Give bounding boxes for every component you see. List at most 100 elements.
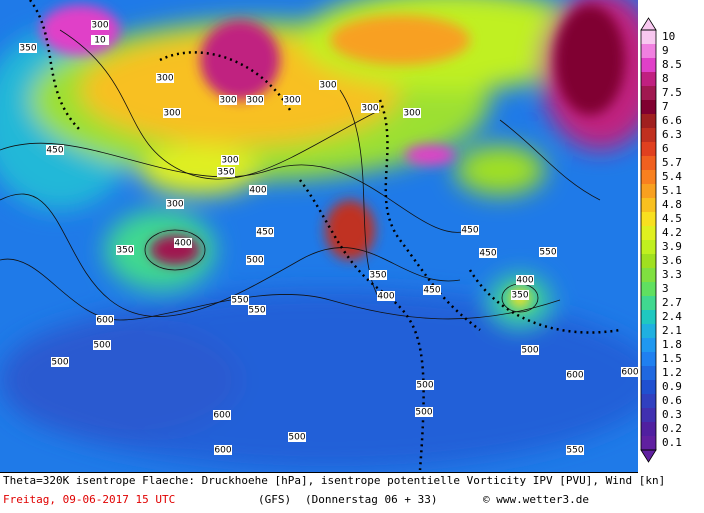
colorbar-tick-label: 7.5 bbox=[662, 86, 682, 99]
colorbar-cell bbox=[641, 114, 656, 129]
colorbar-tick-label: 3.6 bbox=[662, 254, 682, 267]
contour-label-bg bbox=[19, 43, 37, 53]
contour-label: 500 bbox=[93, 341, 110, 351]
contour-label-bg bbox=[416, 380, 434, 390]
contour-label: 350 bbox=[217, 168, 234, 178]
contour-label-bg bbox=[213, 410, 231, 420]
colorbar-tick-label: 2.4 bbox=[662, 310, 682, 323]
colorbar-cell bbox=[641, 324, 656, 339]
colorbar-tick-label: 0.1 bbox=[662, 436, 682, 449]
colorbar-cell bbox=[641, 212, 656, 227]
colorbar-tick-label: 5.4 bbox=[662, 170, 682, 183]
footer-date: Freitag, 09-06-2017 15 UTC bbox=[3, 493, 175, 506]
colorbar-tick-label: 6 bbox=[662, 142, 669, 155]
contour-label-bg bbox=[403, 108, 421, 118]
contour-labels: 300 10 350 300 300 300 300 300 300 300 300 450 300 40… bbox=[19, 20, 639, 456]
contour-label: 300 bbox=[283, 96, 300, 106]
colorbar-cell bbox=[641, 436, 656, 451]
contour-label-bg bbox=[521, 345, 539, 355]
colorbar-tick-label: 2.7 bbox=[662, 296, 682, 309]
contour-label-bg bbox=[361, 103, 379, 113]
contour-label: 350 bbox=[369, 271, 386, 281]
colorbar-tick-label: 10 bbox=[662, 30, 675, 43]
contour-label: 300 bbox=[246, 96, 263, 106]
contour-label: 550 bbox=[566, 446, 583, 456]
contour-label: 300 bbox=[166, 200, 183, 210]
colorbar-cell bbox=[641, 100, 656, 115]
colorbar-tick-label: 7 bbox=[662, 100, 669, 113]
colorbar-cell bbox=[641, 380, 656, 395]
contour-label: 500 bbox=[521, 346, 538, 356]
contour-label-bg bbox=[288, 432, 306, 442]
colorbar-cell bbox=[641, 394, 656, 409]
colorbar-frame bbox=[640, 29, 657, 451]
colorbar-cell bbox=[641, 226, 656, 241]
colorbar-cell bbox=[641, 198, 656, 213]
contour-label-bg bbox=[174, 238, 192, 248]
footer-description: Theta=320K isentrope Flaeche: Druckhoehe… bbox=[3, 474, 665, 487]
contour-label: 450 bbox=[256, 228, 273, 238]
colorbar-tick-label: 0.2 bbox=[662, 422, 682, 435]
contour-label-bg bbox=[415, 407, 433, 417]
map-field bbox=[0, 0, 638, 472]
footer-credit: © www.wetter3.de bbox=[483, 493, 589, 506]
contour-label: 500 bbox=[415, 408, 432, 418]
contour-label: 350 bbox=[116, 246, 133, 256]
contour-label: 500 bbox=[288, 433, 305, 443]
colorbar-tick-label: 4.8 bbox=[662, 198, 682, 211]
contour-label-bg bbox=[246, 95, 264, 105]
colorbar-cell bbox=[641, 282, 656, 297]
colorbar-cell bbox=[641, 408, 656, 423]
contour-label-bg bbox=[93, 340, 111, 350]
contour-label-bg bbox=[51, 357, 69, 367]
colorbar-tick-label: 0.9 bbox=[662, 380, 682, 393]
colorbar-cell bbox=[641, 72, 656, 87]
contour-label-bg bbox=[166, 199, 184, 209]
colorbar-bottom-arrow bbox=[640, 449, 657, 463]
colorbar-tick-label: 1.2 bbox=[662, 366, 682, 379]
colorbar-tick-label: 4.5 bbox=[662, 212, 682, 225]
contour-label: 550 bbox=[231, 296, 248, 306]
footer-run: (Donnerstag 06 + 33) bbox=[305, 493, 437, 506]
colorbar-tick-label: 0.6 bbox=[662, 394, 682, 407]
contour-label-bg bbox=[566, 370, 584, 380]
colorbar-cell bbox=[641, 268, 656, 283]
colorbar-tick-label: 1.8 bbox=[662, 338, 682, 351]
colorbar-tick-label: 6.3 bbox=[662, 128, 682, 141]
colorbar-cell bbox=[641, 352, 656, 367]
contour-label-bg bbox=[156, 73, 174, 83]
contour-label-bg bbox=[319, 80, 337, 90]
contour-label: 300 bbox=[361, 104, 378, 114]
colorbar-cell bbox=[641, 170, 656, 185]
contour-label-bg bbox=[511, 290, 529, 300]
contour-label-bg bbox=[621, 367, 639, 377]
contour-label: 500 bbox=[51, 358, 68, 368]
contour-label: 300 bbox=[319, 81, 336, 91]
contour-label: 400 bbox=[516, 276, 533, 286]
contour-label: 300 bbox=[156, 74, 173, 84]
contour-label: 600 bbox=[566, 371, 583, 381]
contour-label: 550 bbox=[539, 248, 556, 258]
colorbar-cell bbox=[641, 366, 656, 381]
colorbar-tick-label: 9 bbox=[662, 44, 669, 57]
colorbar-tick-label: 3 bbox=[662, 282, 669, 295]
colorbar-cell bbox=[641, 58, 656, 73]
contour-label-bg bbox=[214, 445, 232, 455]
contour-label-bg bbox=[91, 20, 109, 30]
contour-label-bg bbox=[369, 270, 387, 280]
contour-label-bg bbox=[96, 315, 114, 325]
contour-label-bg bbox=[377, 291, 395, 301]
contour-label-bg bbox=[283, 95, 301, 105]
contour-label: 400 bbox=[249, 186, 266, 196]
colorbar-tick-label: 3.3 bbox=[662, 268, 682, 281]
contour-label: 600 bbox=[621, 368, 638, 378]
colorbar-cell bbox=[641, 296, 656, 311]
contour-label: 450 bbox=[46, 146, 63, 156]
contour-label-bg bbox=[249, 185, 267, 195]
colorbar-cell bbox=[641, 30, 656, 45]
contour-label: 600 bbox=[214, 446, 231, 456]
contour-label: 400 bbox=[377, 292, 394, 302]
colorbar-cell bbox=[641, 254, 656, 269]
contour-label: 400 bbox=[174, 239, 191, 249]
contour-label-bg bbox=[516, 275, 534, 285]
